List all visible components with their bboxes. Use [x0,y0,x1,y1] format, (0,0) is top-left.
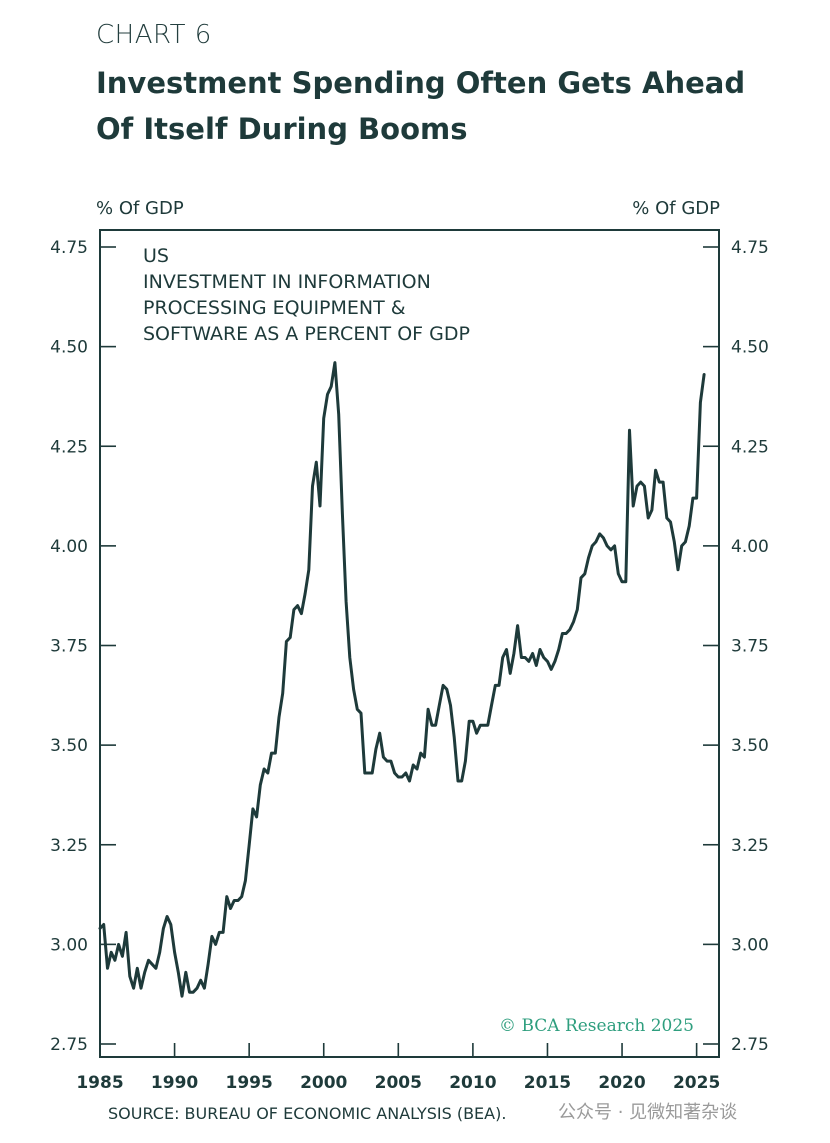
y-tick-label-right: 4.75 [731,238,769,258]
y-tick-label-left: 3.75 [50,637,88,657]
chart-axes: 2.75 2.75 3.00 3.00 3.25 3.25 3.50 3.50 3.75 3.75… [50,229,769,1093]
y-tick-label-left: 4.25 [50,437,88,457]
chart-title: Investment Spending Often Gets Ahead Of … [96,66,746,146]
x-tick-label: 1990 [151,1073,198,1093]
y-tick-label-right: 2.75 [731,1035,769,1055]
y-tick-label-left: 3.50 [50,736,88,756]
y-tick-label-right: 3.25 [731,836,769,856]
annotation-line: INVESTMENT IN INFORMATION [143,271,431,293]
y-tick-label-right: 4.50 [731,338,769,358]
left-axis-unit: % Of GDP [96,198,184,219]
annotation-line: SOFTWARE AS A PERCENT OF GDP [143,323,470,345]
source-note: SOURCE: BUREAU OF ECONOMIC ANALYSIS (BEA… [108,1104,507,1123]
y-tick-label-left: 3.00 [50,935,88,955]
y-tick-label-right: 3.50 [731,736,769,756]
chart-label: CHART 6 [96,20,212,50]
y-tick-label-left: 4.00 [50,537,88,557]
annotation-line: US [143,245,169,267]
y-tick-label-right: 3.75 [731,637,769,657]
chart-annotation: US INVESTMENT IN INFORMATION PROCESSING EQ… [143,245,470,345]
x-tick-label: 1995 [225,1073,272,1093]
y-tick-label-right: 3.00 [731,935,769,955]
y-tick-label-left: 2.75 [50,1035,88,1055]
y-tick-label-right: 4.00 [731,537,769,557]
x-tick-label: 2020 [598,1073,645,1093]
x-tick-label: 2025 [673,1073,720,1093]
x-tick-label: 2015 [524,1073,571,1093]
y-tick-label-right: 4.25 [731,437,769,457]
annotation-line: PROCESSING EQUIPMENT & [143,297,406,319]
y-tick-label-left: 3.25 [50,836,88,856]
x-tick-label: 1985 [76,1073,123,1093]
x-tick-label: 2010 [449,1073,496,1093]
y-tick-label-left: 4.50 [50,338,88,358]
plot-frame [99,229,720,1058]
watermark: 公众号 · 见微知著杂谈 [558,1102,738,1123]
x-tick-label: 2005 [375,1073,422,1093]
y-tick-label-left: 4.75 [50,238,88,258]
x-tick-label: 2000 [300,1073,347,1093]
right-axis-unit: % Of GDP [632,198,720,219]
copyright-text: © BCA Research 2025 [499,1016,694,1036]
series-line [98,361,706,998]
